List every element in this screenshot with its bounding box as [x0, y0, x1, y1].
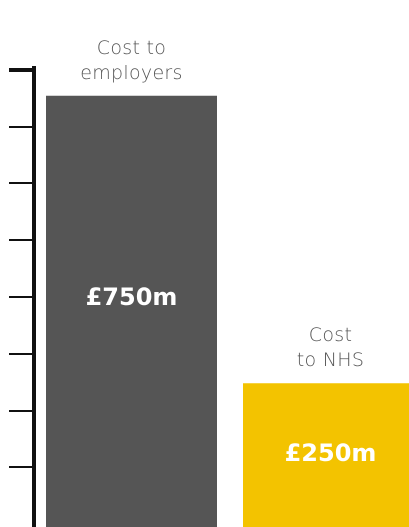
value-label-employers: £750m	[85, 283, 178, 312]
bar-employers	[46, 95, 217, 527]
value-label-nhs: £250m	[284, 438, 377, 467]
category-label-nhs: Cost to NHS	[296, 324, 365, 372]
bar-nhs	[243, 383, 409, 527]
y-axis	[9, 66, 36, 527]
category-label-employers: Cost to employers	[80, 36, 183, 84]
bars	[46, 95, 409, 527]
